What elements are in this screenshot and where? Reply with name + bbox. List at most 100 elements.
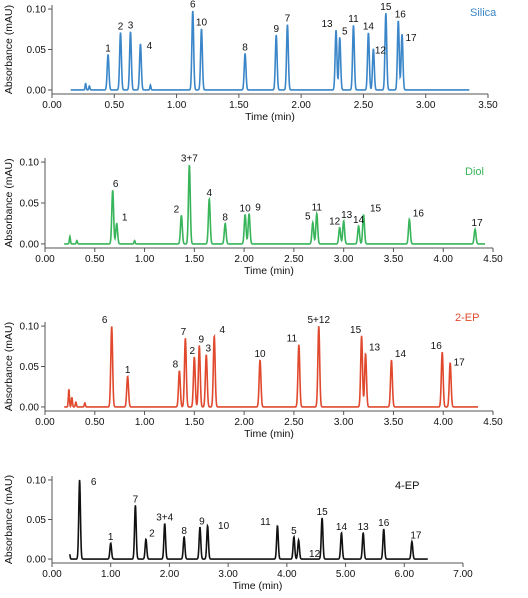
y-tick-label: 0.00 <box>27 555 47 566</box>
stationary-phase-name: 2-EP <box>455 312 479 324</box>
y-tick-label: 0.10 <box>27 5 47 16</box>
x-tick-label: 0.50 <box>105 100 125 111</box>
peak-label: 14 <box>363 22 375 33</box>
peak-label: 5 <box>342 26 348 37</box>
peak-label: 17 <box>405 33 417 44</box>
peak-label: 12 <box>309 549 321 560</box>
peak-label: 1 <box>122 212 128 223</box>
peak-label: 13 <box>369 343 381 354</box>
peak-label: 3+4 <box>156 512 173 523</box>
y-tick-label: 0.10 <box>27 475 47 486</box>
x-tick-label: 0.00 <box>42 100 62 111</box>
x-tick-label: 1.00 <box>135 417 155 428</box>
peak-label: 8 <box>173 360 179 371</box>
peak-label: 1 <box>105 43 111 54</box>
x-tick-label: 5.00 <box>336 569 356 580</box>
x-tick-label: 1.00 <box>167 100 187 111</box>
peak-label: 15 <box>370 203 382 214</box>
peak-label: 5 <box>291 526 297 537</box>
peak-label: 14 <box>336 522 348 533</box>
peak-label: 10 <box>218 521 230 532</box>
peak-label: 10 <box>240 203 252 214</box>
x-tick-label: 6.00 <box>395 569 415 580</box>
peak-label: 13 <box>321 19 333 30</box>
x-tick-label: 1.00 <box>135 254 155 265</box>
peak-label: 1 <box>125 365 131 376</box>
y-tick-label: 0.05 <box>20 199 40 210</box>
y-tick-label: 0.00 <box>27 85 47 96</box>
x-axis-label: Time (min) <box>245 111 295 123</box>
chromatogram-trace <box>68 479 428 560</box>
peak-label: 16 <box>395 9 407 20</box>
x-axis-label: Time (min) <box>244 265 294 277</box>
chart-panel-2-ep: 0.00 0.50 1.00 1.50 2.00 2.50 3.00 3.50 4.00 4.50… <box>3 312 503 440</box>
peak-label: 6 <box>102 315 108 326</box>
peak-label: 8 <box>242 43 248 54</box>
x-tick-label: 4.00 <box>277 569 297 580</box>
peak-label: 9 <box>273 24 279 35</box>
x-axis-label: Time (min) <box>233 580 283 592</box>
peak-label: 14 <box>353 215 365 226</box>
x-tick-label: 1.50 <box>185 417 205 428</box>
y-tick-label: 0.10 <box>20 322 40 333</box>
peak-label: 6 <box>91 477 97 488</box>
y-tick-label: 0.05 <box>20 362 40 373</box>
chart-panel-silica: 0.00 0.50 1.00 1.50 2.00 2.50 3.00 3.50 0.00 0.05… <box>3 0 498 123</box>
y-axis-label: Absorbance (mAU) <box>3 322 15 411</box>
x-tick-label: 2.50 <box>354 100 374 111</box>
x-tick-label: 4.50 <box>483 417 503 428</box>
peak-label: 5 <box>305 212 311 223</box>
x-tick-label: 0.00 <box>42 569 62 580</box>
peak-label: 4 <box>147 41 153 52</box>
x-tick-label: 3.00 <box>334 417 354 428</box>
peak-label: 10 <box>254 349 266 360</box>
peak-label: 5+12 <box>308 315 331 326</box>
peak-label: 14 <box>395 349 407 360</box>
peak-label: 1 <box>108 532 114 543</box>
y-tick-label: 0.10 <box>20 158 40 169</box>
x-tick-label: 2.00 <box>234 417 254 428</box>
peak-label: 7 <box>181 327 187 338</box>
peak-label: 12 <box>375 46 387 57</box>
x-tick-label: 2.00 <box>234 254 254 265</box>
chart-panel-diol: 0.00 0.50 1.00 1.50 2.00 2.50 3.00 3.50 4.00 4.50… <box>3 154 503 277</box>
x-tick-label: 3.00 <box>334 254 354 265</box>
peak-label: 9 <box>255 203 261 214</box>
peak-label: 7 <box>133 494 139 505</box>
peak-label: 2 <box>190 346 196 357</box>
stationary-phase-name: Diol <box>465 166 484 178</box>
x-tick-label: 1.50 <box>229 100 249 111</box>
y-axis-label: Absorbance (mAU) <box>3 5 15 94</box>
peak-label: 11 <box>312 203 323 214</box>
peak-label: 2 <box>118 22 124 33</box>
peak-label: 8 <box>222 212 228 223</box>
stationary-phase-name: 4-EP <box>395 480 419 492</box>
peak-label: 2 <box>149 528 155 539</box>
chart-panel-4-ep: 0.00 1.00 2.00 3.00 4.00 5.00 6.00 7.00 0.00 0.05… <box>3 475 473 592</box>
peak-label: 3+7 <box>181 154 198 165</box>
y-axis-label: Absorbance (mAU) <box>3 475 15 564</box>
peak-label: 10 <box>196 17 208 28</box>
peak-label: 15 <box>350 325 362 336</box>
peak-label: 15 <box>317 507 329 518</box>
peak-label: 3 <box>128 21 134 32</box>
peak-label: 17 <box>472 218 484 229</box>
x-tick-label: 4.50 <box>483 254 503 265</box>
peak-label: 8 <box>181 526 187 537</box>
x-tick-label: 1.50 <box>185 254 205 265</box>
peak-label: 3 <box>205 343 211 354</box>
x-tick-label: 4.00 <box>433 254 453 265</box>
peak-label: 2 <box>174 204 180 215</box>
x-tick-label: 3.00 <box>416 100 436 111</box>
x-tick-label: 0.50 <box>85 254 105 265</box>
y-tick-label: 0.05 <box>27 45 47 56</box>
peak-label: 11 <box>260 517 271 528</box>
x-tick-label: 0.50 <box>85 417 105 428</box>
x-tick-label: 2.50 <box>284 417 304 428</box>
peak-label: 17 <box>454 357 466 368</box>
peak-label: 11 <box>287 334 298 345</box>
peak-label: 15 <box>380 2 392 13</box>
peak-label: 4 <box>206 188 212 199</box>
y-axis-label: Absorbance (mAU) <box>3 158 15 247</box>
